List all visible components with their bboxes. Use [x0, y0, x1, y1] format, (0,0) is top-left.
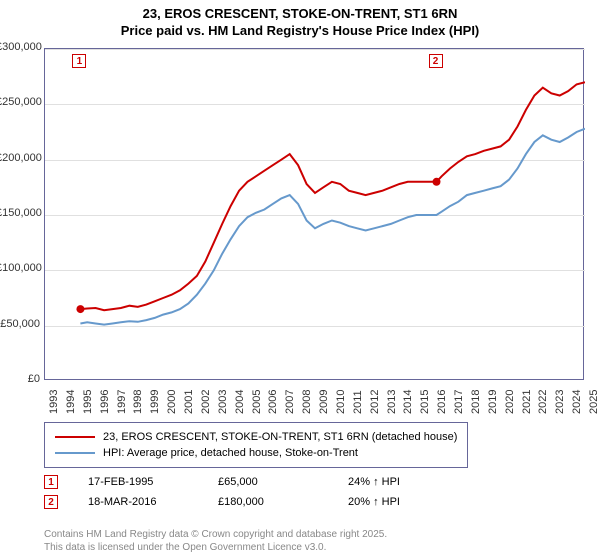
- chart-title: 23, EROS CRESCENT, STOKE-ON-TRENT, ST1 6…: [0, 0, 600, 40]
- xtick-label: 2002: [200, 390, 212, 414]
- transaction-price: £65,000: [218, 476, 348, 488]
- xtick-label: 2010: [335, 390, 347, 414]
- xtick-label: 2016: [436, 390, 448, 414]
- xtick-label: 2000: [166, 390, 178, 414]
- xtick-label: 1994: [65, 390, 77, 414]
- xtick-label: 2004: [234, 390, 246, 414]
- xtick-label: 1993: [48, 390, 60, 414]
- xtick-label: 2023: [554, 390, 566, 414]
- xtick-label: 1997: [116, 390, 128, 414]
- transaction-row: 2 18-MAR-2016£180,00020% ↑ HPI: [44, 492, 478, 512]
- xtick-label: 2019: [487, 390, 499, 414]
- transaction-delta: 24% ↑ HPI: [348, 476, 478, 488]
- xtick-label: 2015: [419, 390, 431, 414]
- xtick-label: 2017: [453, 390, 465, 414]
- series-line: [80, 82, 585, 310]
- legend-swatch: [55, 436, 95, 438]
- xtick-label: 2020: [504, 390, 516, 414]
- transaction-row: 1 17-FEB-1995£65,00024% ↑ HPI: [44, 472, 478, 492]
- xtick-label: 2022: [537, 390, 549, 414]
- chart-plot-area: [44, 48, 584, 380]
- series-line: [80, 129, 585, 325]
- title-line-2: Price paid vs. HM Land Registry's House …: [0, 23, 600, 40]
- footnote-line-2: This data is licensed under the Open Gov…: [44, 541, 387, 554]
- legend-item: 23, EROS CRESCENT, STOKE-ON-TRENT, ST1 6…: [55, 429, 457, 445]
- legend: 23, EROS CRESCENT, STOKE-ON-TRENT, ST1 6…: [44, 422, 468, 468]
- legend-label: 23, EROS CRESCENT, STOKE-ON-TRENT, ST1 6…: [103, 431, 457, 443]
- ytick-label: £100,000: [0, 262, 40, 274]
- transaction-date: 18-MAR-2016: [88, 496, 218, 508]
- title-line-1: 23, EROS CRESCENT, STOKE-ON-TRENT, ST1 6…: [0, 6, 600, 23]
- ytick-label: £50,000: [0, 318, 40, 330]
- footnote: Contains HM Land Registry data © Crown c…: [44, 528, 387, 554]
- ytick-label: £300,000: [0, 41, 40, 53]
- xtick-label: 2007: [284, 390, 296, 414]
- xtick-label: 2025: [588, 390, 600, 414]
- legend-item: HPI: Average price, detached house, Stok…: [55, 445, 457, 461]
- ytick-label: £150,000: [0, 207, 40, 219]
- transaction-table: 1 17-FEB-1995£65,00024% ↑ HPI 2 18-MAR-2016…: [44, 472, 478, 512]
- marker-box: 2: [429, 54, 443, 68]
- ytick-label: £200,000: [0, 152, 40, 164]
- xtick-label: 1995: [82, 390, 94, 414]
- xtick-label: 2013: [386, 390, 398, 414]
- transaction-price: £180,000: [218, 496, 348, 508]
- footnote-line-1: Contains HM Land Registry data © Crown c…: [44, 528, 387, 541]
- marker-box: 1: [72, 54, 86, 68]
- xtick-label: 2005: [251, 390, 263, 414]
- xtick-label: 1996: [99, 390, 111, 414]
- xtick-label: 2024: [571, 390, 583, 414]
- xtick-label: 2011: [352, 390, 364, 414]
- xtick-label: 2003: [217, 390, 229, 414]
- xtick-label: 2021: [521, 390, 533, 414]
- xtick-label: 1999: [149, 390, 161, 414]
- marker-dot: [433, 178, 441, 186]
- transaction-date: 17-FEB-1995: [88, 476, 218, 488]
- ytick-label: £0: [0, 373, 40, 385]
- xtick-label: 2006: [267, 390, 279, 414]
- ytick-label: £250,000: [0, 96, 40, 108]
- legend-swatch: [55, 452, 95, 454]
- chart-lines: [45, 49, 585, 381]
- legend-label: HPI: Average price, detached house, Stok…: [103, 447, 358, 459]
- xtick-label: 2001: [183, 390, 195, 414]
- xtick-label: 2008: [301, 390, 313, 414]
- marker-dot: [76, 305, 84, 313]
- xtick-label: 2012: [369, 390, 381, 414]
- xtick-label: 2009: [318, 390, 330, 414]
- transaction-marker: 1: [44, 475, 58, 489]
- xtick-label: 2014: [402, 390, 414, 414]
- xtick-label: 2018: [470, 390, 482, 414]
- transaction-delta: 20% ↑ HPI: [348, 496, 478, 508]
- xtick-label: 1998: [132, 390, 144, 414]
- transaction-marker: 2: [44, 495, 58, 509]
